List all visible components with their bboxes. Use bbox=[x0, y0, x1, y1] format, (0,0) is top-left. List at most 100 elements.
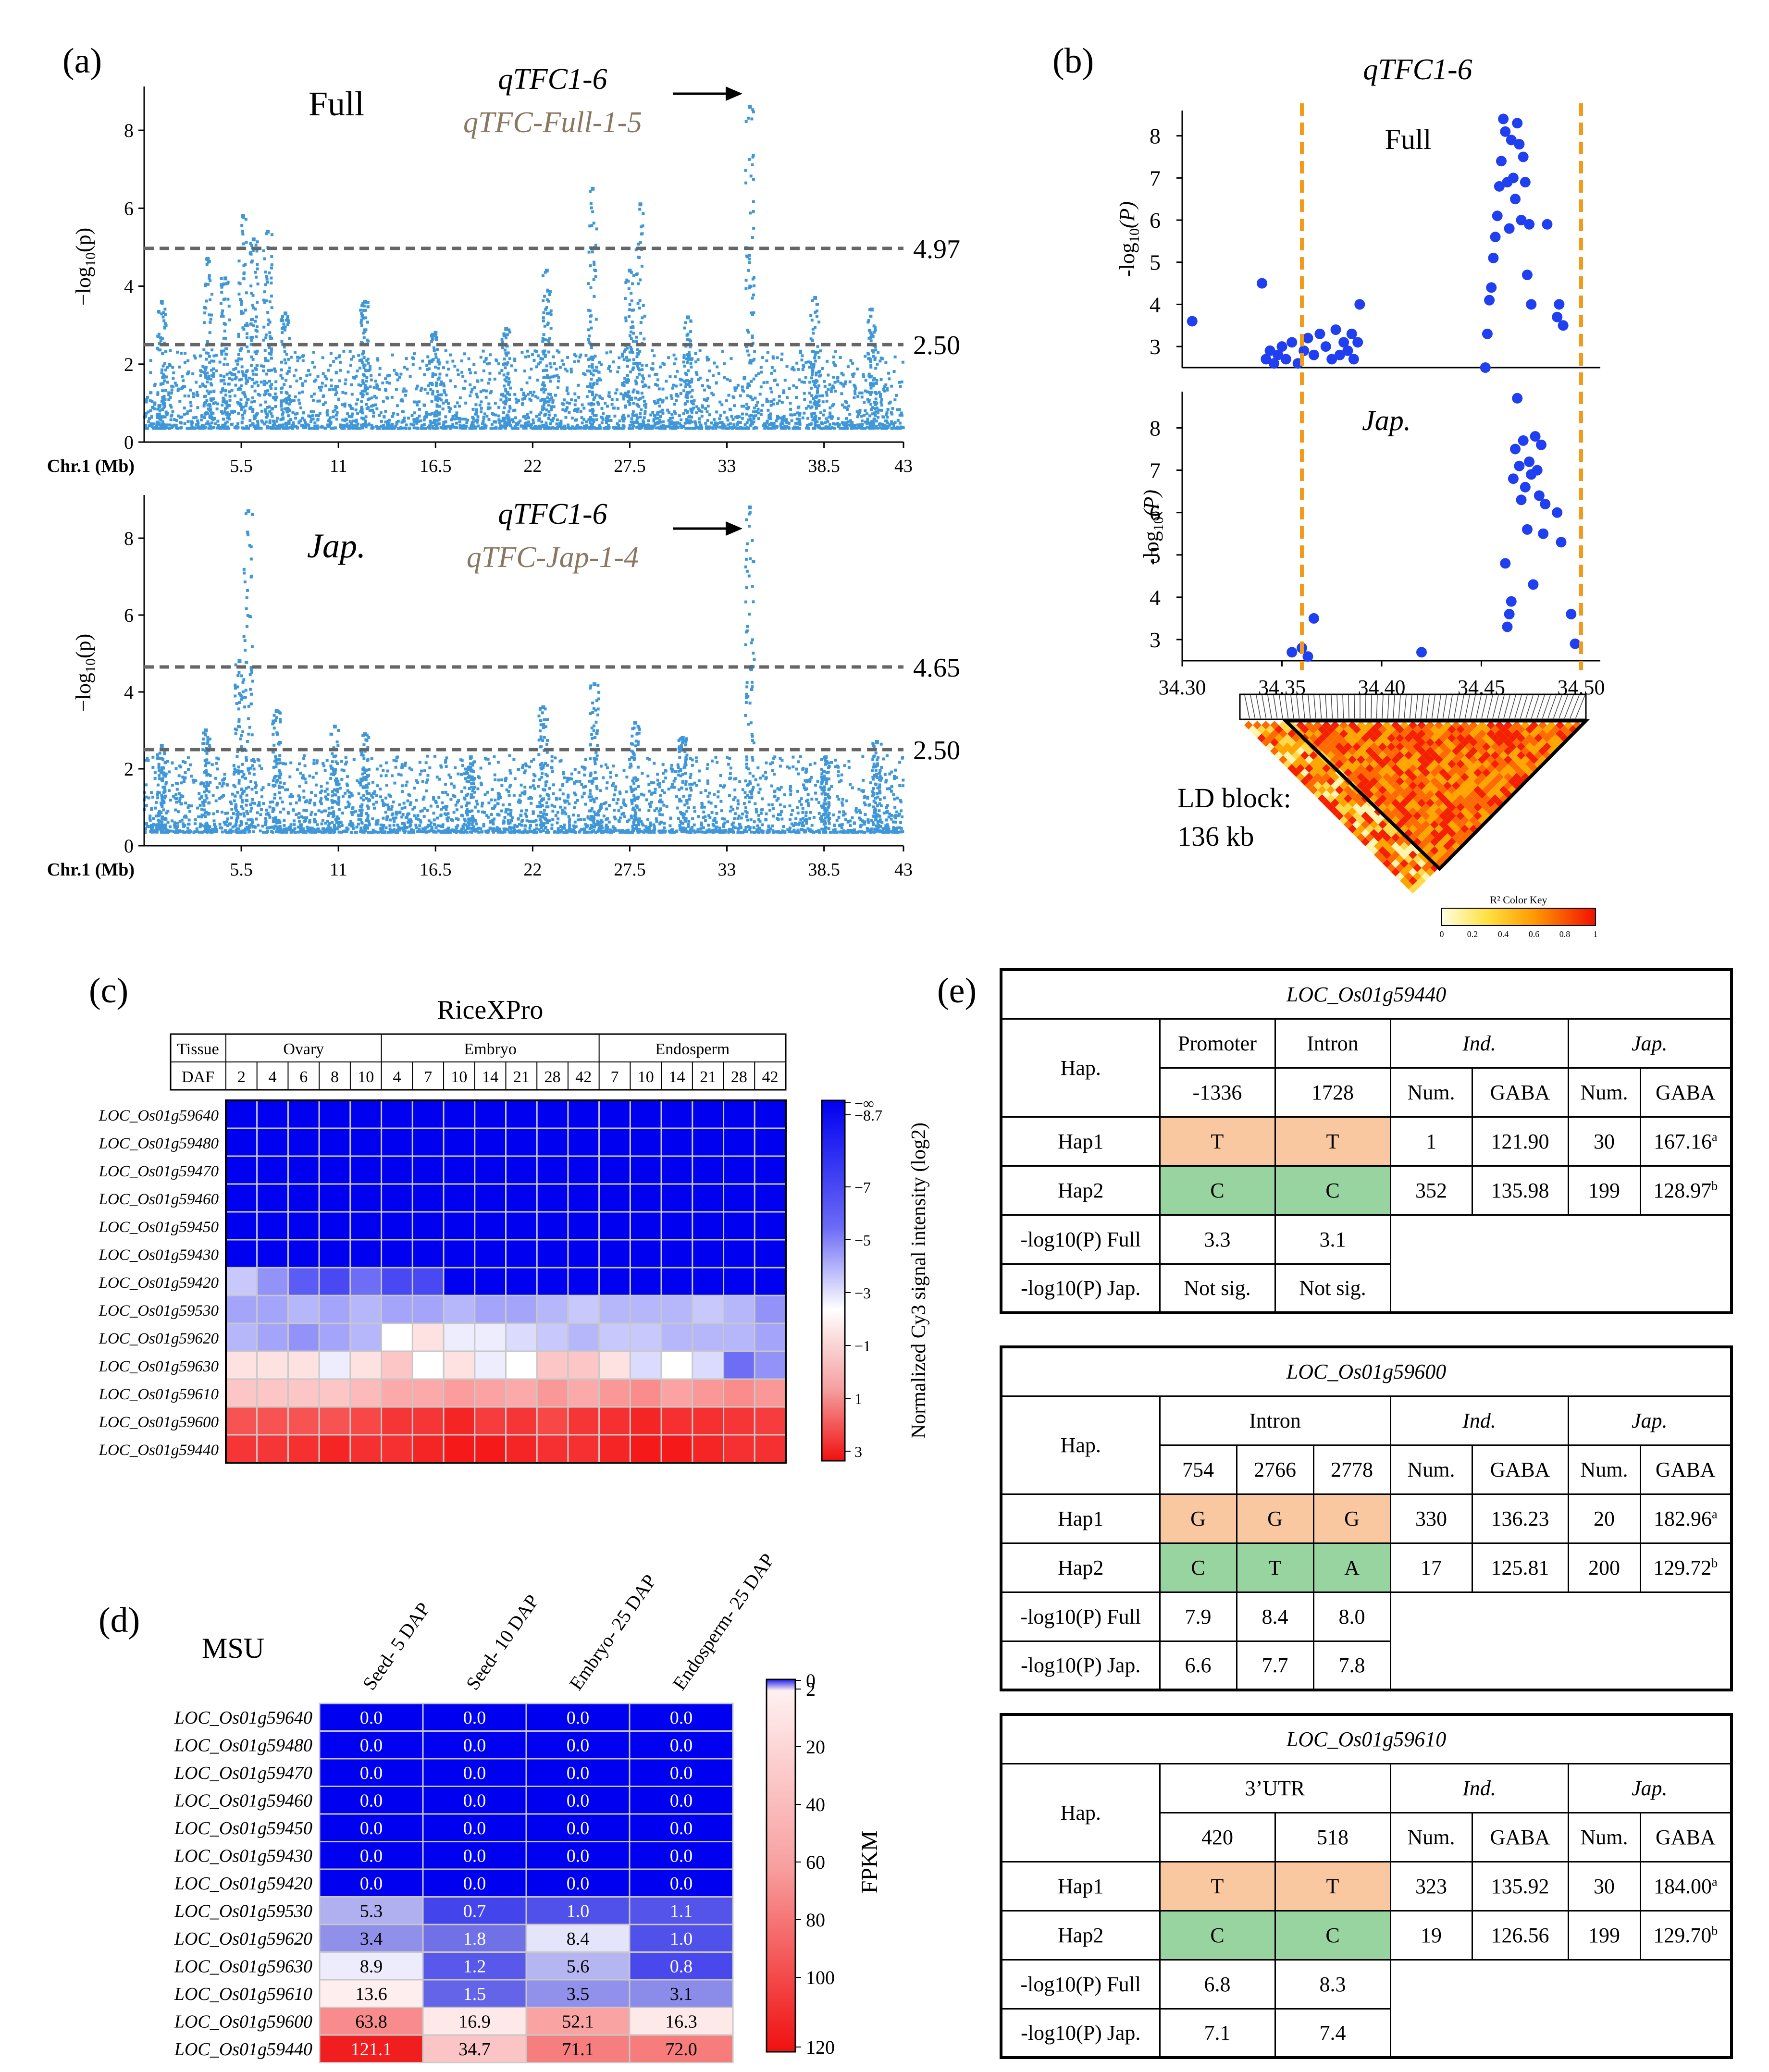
snp-point bbox=[780, 420, 784, 424]
snp-point bbox=[609, 776, 612, 779]
snp-point bbox=[263, 380, 266, 383]
snp-point bbox=[836, 421, 840, 425]
snp-point bbox=[380, 419, 383, 423]
snp-point bbox=[854, 385, 857, 388]
snp-point bbox=[161, 376, 164, 379]
snp-point bbox=[871, 349, 875, 353]
snp-point bbox=[346, 422, 349, 426]
snp-points bbox=[143, 506, 905, 834]
snp-point bbox=[793, 822, 797, 825]
snp-point bbox=[790, 367, 793, 370]
snp-point bbox=[240, 312, 243, 316]
snp-point bbox=[568, 427, 571, 430]
snp-point bbox=[785, 425, 788, 428]
snp-point bbox=[270, 336, 273, 340]
snp-point bbox=[830, 415, 833, 418]
snp-point bbox=[892, 426, 896, 430]
snp-point bbox=[544, 398, 547, 401]
snp-point bbox=[365, 359, 369, 362]
snp-point bbox=[873, 401, 876, 404]
snp-point bbox=[733, 389, 737, 392]
snp-point bbox=[827, 373, 830, 377]
snp-point bbox=[263, 257, 266, 260]
snp-point bbox=[192, 395, 196, 398]
snp-point bbox=[256, 422, 260, 426]
snp-point bbox=[216, 767, 219, 771]
snp-point bbox=[543, 349, 546, 353]
snp-point bbox=[750, 795, 754, 799]
snp-point bbox=[153, 777, 157, 780]
snp-point bbox=[157, 335, 160, 338]
snp-point bbox=[590, 824, 593, 827]
snp-point bbox=[610, 403, 614, 406]
snp-point bbox=[534, 819, 538, 822]
snp-point bbox=[727, 423, 730, 427]
snp-point bbox=[746, 394, 750, 397]
snp-point bbox=[881, 357, 884, 360]
snp-point bbox=[607, 415, 611, 418]
snp-point bbox=[898, 813, 901, 816]
snp-point bbox=[268, 405, 271, 408]
snp-point bbox=[330, 427, 334, 430]
snp-point bbox=[640, 392, 643, 395]
snp-point bbox=[790, 419, 793, 422]
snp-point bbox=[242, 242, 245, 246]
snp-point bbox=[390, 427, 394, 430]
snp-point bbox=[203, 321, 206, 324]
snp-point bbox=[667, 419, 670, 422]
snp-point bbox=[210, 416, 213, 419]
snp-point bbox=[489, 391, 492, 395]
snp-point bbox=[485, 414, 489, 418]
snp-point bbox=[588, 421, 592, 424]
snp-point bbox=[180, 415, 184, 419]
snp-point bbox=[251, 410, 254, 413]
snp-point bbox=[634, 248, 638, 251]
snp-point bbox=[675, 423, 678, 426]
snp-point bbox=[521, 397, 524, 401]
snp-point bbox=[773, 789, 777, 793]
snp-point bbox=[684, 371, 687, 375]
snp-point bbox=[772, 402, 775, 406]
snp-point bbox=[305, 374, 309, 377]
snp-point bbox=[866, 418, 869, 421]
snp-point bbox=[497, 362, 500, 366]
snp-point bbox=[813, 383, 816, 386]
snp-point bbox=[764, 423, 767, 426]
snp-point bbox=[312, 392, 316, 395]
snp-point bbox=[765, 761, 768, 765]
snp-point bbox=[690, 411, 693, 414]
snp-point bbox=[489, 353, 492, 357]
snp-point bbox=[417, 420, 420, 423]
snp-point bbox=[230, 422, 234, 426]
snp-point bbox=[497, 797, 500, 801]
snp-point bbox=[631, 340, 635, 343]
snp-point bbox=[224, 282, 228, 285]
snp-point bbox=[171, 366, 174, 369]
snp-point bbox=[622, 358, 626, 361]
snp-point bbox=[839, 356, 842, 359]
snp-point bbox=[803, 392, 806, 395]
snp-point bbox=[702, 816, 705, 819]
snp-point bbox=[240, 303, 243, 306]
snp-point bbox=[631, 366, 635, 370]
snp-point bbox=[615, 425, 618, 429]
snp-point bbox=[291, 829, 295, 832]
snp-point bbox=[310, 811, 313, 814]
snp-point bbox=[319, 800, 322, 803]
snp-point bbox=[591, 781, 594, 785]
snp-point bbox=[766, 381, 769, 384]
snp-point bbox=[523, 415, 526, 418]
snp-point bbox=[366, 301, 370, 304]
snp-point bbox=[755, 808, 758, 811]
snp-point bbox=[266, 406, 270, 409]
snp-point bbox=[334, 357, 338, 360]
snp-point bbox=[334, 385, 337, 388]
snp-point bbox=[206, 380, 209, 383]
snp-point bbox=[464, 401, 468, 405]
snp-point bbox=[176, 389, 180, 392]
snp-point bbox=[249, 322, 253, 325]
snp-point bbox=[208, 355, 211, 358]
snp-point bbox=[573, 392, 577, 395]
snp-point bbox=[210, 412, 213, 416]
snp-point bbox=[281, 331, 284, 334]
